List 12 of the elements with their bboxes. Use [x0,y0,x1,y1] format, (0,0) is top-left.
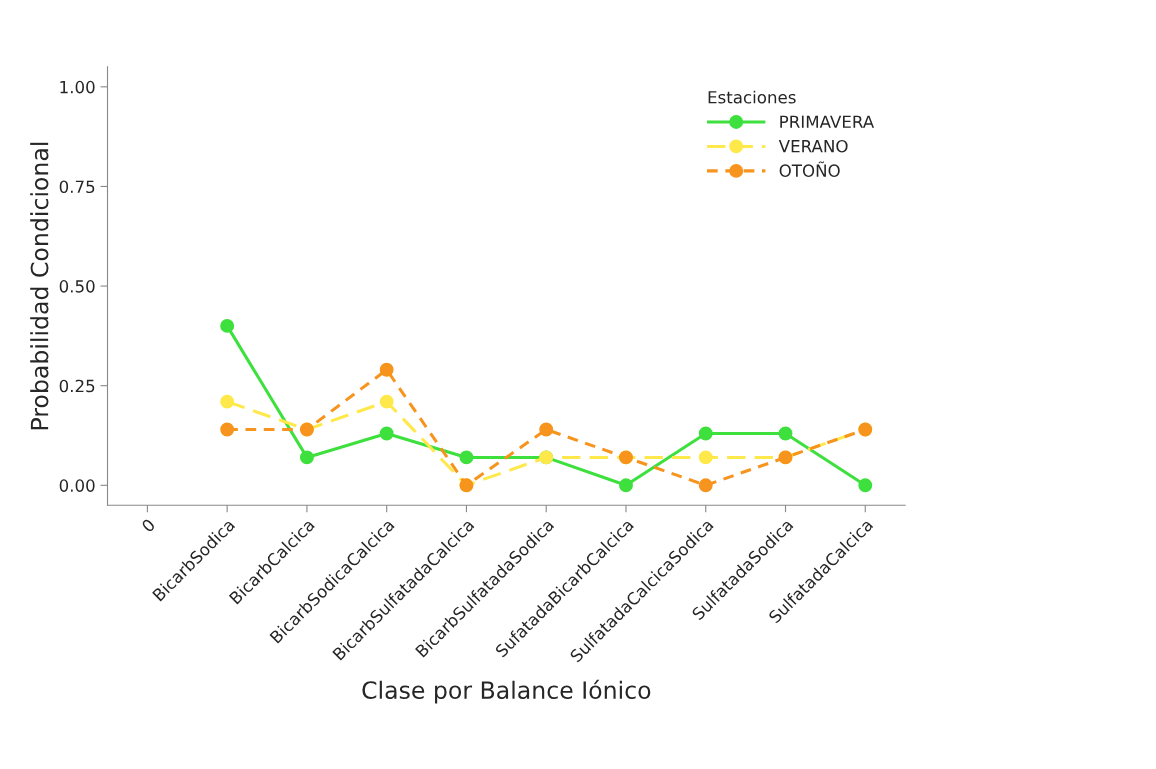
y-tick-label: 0.50 [59,280,95,293]
legend-title: Estaciones [708,90,796,104]
legend-label: PRIMAVERA [780,115,875,128]
y-tick-label: 0.75 [59,180,95,194]
y-tick-label: 0.00 [59,479,95,492]
y-tick-label: 0.25 [59,379,95,393]
x-axis-title: Clase por Balance Iónico [362,679,651,704]
x-tick-label: 0 [140,518,156,533]
legend-label: VERANO [778,139,848,153]
y-axis-title: Probabilidad Condicional [30,142,49,430]
legend-label: OTOÑO [779,161,840,177]
y-tick-label: 1.00 [60,80,95,94]
